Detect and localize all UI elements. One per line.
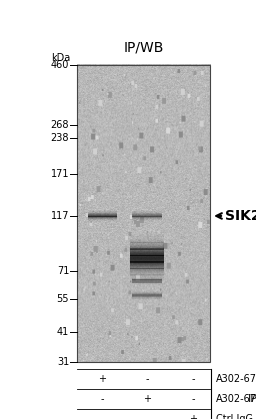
Text: 117: 117 bbox=[51, 211, 69, 221]
Bar bbox=[130, 260, 164, 261]
Text: +: + bbox=[143, 394, 151, 404]
Bar bbox=[130, 241, 164, 243]
Bar bbox=[130, 240, 164, 241]
Text: -: - bbox=[191, 374, 195, 384]
Text: SIK2: SIK2 bbox=[225, 209, 256, 223]
Bar bbox=[130, 246, 164, 247]
Text: -: - bbox=[145, 414, 149, 419]
Text: 268: 268 bbox=[51, 119, 69, 129]
Text: 460: 460 bbox=[51, 60, 69, 70]
Text: 171: 171 bbox=[51, 169, 69, 179]
Text: -: - bbox=[101, 394, 104, 404]
Bar bbox=[130, 259, 164, 260]
Text: IP: IP bbox=[248, 394, 256, 404]
Bar bbox=[130, 275, 164, 277]
Bar bbox=[130, 266, 164, 267]
Bar bbox=[130, 261, 164, 263]
Text: 41: 41 bbox=[57, 326, 69, 336]
Bar bbox=[130, 258, 164, 259]
Text: -: - bbox=[101, 414, 104, 419]
Bar bbox=[130, 239, 164, 240]
Bar bbox=[130, 277, 164, 278]
Bar bbox=[130, 267, 164, 269]
Bar bbox=[130, 247, 164, 248]
Bar bbox=[130, 236, 164, 238]
Bar bbox=[130, 271, 164, 272]
Bar bbox=[130, 253, 164, 254]
Bar bbox=[130, 280, 164, 282]
Bar bbox=[130, 245, 164, 246]
Text: 71: 71 bbox=[57, 266, 69, 276]
Text: A302-676A: A302-676A bbox=[216, 394, 256, 404]
Bar bbox=[77, 65, 210, 362]
Text: 55: 55 bbox=[57, 294, 69, 304]
Bar bbox=[130, 278, 164, 279]
Text: A302-677A: A302-677A bbox=[216, 374, 256, 384]
Bar bbox=[130, 262, 164, 264]
Bar bbox=[130, 249, 164, 251]
Bar bbox=[130, 248, 164, 250]
Bar bbox=[130, 234, 164, 235]
Bar bbox=[130, 265, 164, 266]
Text: -: - bbox=[145, 374, 149, 384]
Text: -: - bbox=[191, 394, 195, 404]
Bar bbox=[130, 251, 164, 252]
Text: 238: 238 bbox=[51, 133, 69, 142]
Bar bbox=[130, 242, 164, 244]
Bar bbox=[130, 279, 164, 280]
Bar bbox=[130, 256, 164, 258]
Bar bbox=[130, 238, 164, 239]
Text: +: + bbox=[189, 414, 197, 419]
Text: 31: 31 bbox=[57, 357, 69, 367]
Bar bbox=[130, 269, 164, 270]
Bar bbox=[130, 264, 164, 265]
Text: IP/WB: IP/WB bbox=[123, 41, 164, 54]
Bar bbox=[130, 254, 164, 256]
Bar bbox=[130, 243, 164, 245]
Bar bbox=[130, 269, 164, 271]
Bar bbox=[130, 274, 164, 276]
Text: kDa: kDa bbox=[51, 53, 70, 63]
Bar bbox=[130, 272, 164, 273]
Bar bbox=[130, 273, 164, 274]
Text: Ctrl IgG: Ctrl IgG bbox=[216, 414, 253, 419]
Bar bbox=[130, 252, 164, 253]
Bar bbox=[130, 235, 164, 237]
Text: +: + bbox=[98, 374, 106, 384]
Bar bbox=[130, 255, 164, 257]
